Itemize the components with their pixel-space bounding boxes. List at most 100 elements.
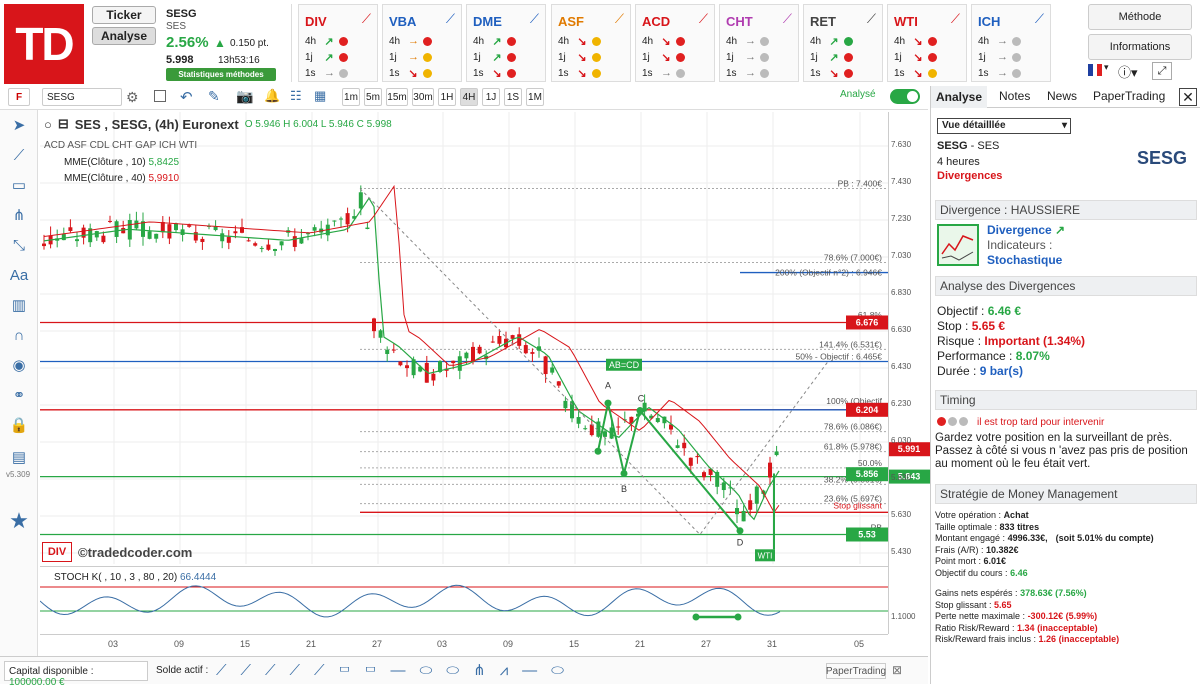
strip-div[interactable]: DIV ⟋ 4h ↗ 1j ↗ 1s →	[298, 4, 378, 82]
duree-label: Durée :	[937, 364, 977, 378]
bell-icon[interactable]: 🔔	[264, 88, 281, 103]
bars-icon[interactable]: ▥	[11, 297, 27, 314]
app-logo[interactable]: TD	[4, 4, 84, 84]
duree-value: 9 bar(s)	[979, 364, 1024, 378]
trend-arrow-icon: ↗	[492, 36, 502, 48]
cursor-icon[interactable]: ➤	[12, 117, 26, 134]
mm2-value: -300.12€ (5.99%)	[1027, 611, 1098, 621]
layout-icon[interactable]: ▦	[314, 88, 327, 103]
candle	[675, 445, 680, 448]
stochastic-panel[interactable]	[40, 566, 888, 634]
rectangle-icon[interactable]: ▭	[11, 177, 27, 194]
tab-notes[interactable]: Notes	[999, 89, 1031, 103]
settings-gear-icon[interactable]: ⚙	[126, 89, 139, 105]
price-badge	[846, 527, 888, 542]
analyse-toggle[interactable]	[890, 89, 920, 104]
path-icon[interactable]: ⤡	[12, 236, 25, 254]
camera-icon[interactable]: 📷	[236, 88, 254, 104]
strip-dme[interactable]: DME ⟋ 4h ↗ 1j ↗ 1s ↘	[466, 4, 546, 82]
fib-label: Stop glissant	[833, 500, 882, 510]
candle	[609, 427, 614, 439]
view-select[interactable]: Vue détailllée ▾	[937, 118, 1071, 134]
ticker-button[interactable]: Ticker	[92, 6, 156, 24]
chevron-down-icon[interactable]: ▾	[1104, 62, 1109, 72]
strip-chart-icon: ⟋	[950, 11, 960, 26]
candle	[398, 361, 403, 366]
symbol-input[interactable]: SESG	[42, 88, 122, 106]
strip-ich[interactable]: ICH ⟋ 4h → 1j → 1s →	[971, 4, 1051, 82]
strip-title: ICH	[978, 14, 1001, 29]
lock-icon[interactable]: 🔒	[9, 417, 29, 434]
minus-box-icon[interactable]: ⊟	[57, 116, 69, 131]
risque-label: Risque :	[937, 334, 982, 348]
strip-ret[interactable]: RET ⟋ 4h ↗ 1j ↗ 1s ↘	[803, 4, 883, 82]
price-badge	[888, 442, 930, 457]
quote-name: SES	[166, 21, 187, 32]
period-label: 1s	[305, 67, 316, 79]
undo-icon[interactable]: ↶	[180, 89, 193, 106]
timeframe-1m[interactable]: 1m	[342, 88, 360, 106]
drawing-presets[interactable]: ⟋⟋⟋⟋⟋▭▭—⬭⬭⋔⩘—⬭	[216, 662, 578, 679]
tab-analyse[interactable]: Analyse	[931, 86, 987, 108]
candle	[530, 352, 535, 354]
candle	[754, 486, 759, 504]
flag-fr-icon[interactable]	[1088, 64, 1103, 76]
strip-chart-icon: ⟋	[529, 11, 539, 26]
timeframe-4h[interactable]: 4H	[460, 88, 478, 106]
trendline-icon[interactable]: ⟋	[13, 146, 25, 164]
papertrading-button[interactable]: PaperTrading	[826, 663, 886, 679]
y-tick: 5.430	[891, 547, 912, 556]
help-icon[interactable]: ⓘ▾	[1118, 65, 1138, 80]
circle-icon[interactable]: ○	[44, 116, 52, 132]
calculator-icon[interactable]: ▤	[11, 449, 27, 466]
timeframe-30m[interactable]: 30m	[412, 88, 434, 106]
eye-icon[interactable]: ◉	[12, 357, 26, 374]
price-chart[interactable]: PB : 7.400€ 78.6% (7.000€) 200% (Objectif …	[40, 112, 930, 564]
star-icon[interactable]: ★	[9, 508, 29, 533]
magnet-icon[interactable]: ∩	[13, 326, 25, 344]
link-icon[interactable]: ⚭	[12, 387, 26, 404]
methode-button[interactable]: Méthode	[1088, 4, 1192, 30]
tab-news[interactable]: News	[1047, 89, 1078, 103]
strip-cht[interactable]: CHT ⟋ 4h → 1j → 1s →	[719, 4, 799, 82]
light-grey	[959, 417, 968, 426]
abcd-badge	[606, 358, 642, 371]
fork-icon[interactable]: ⋔	[12, 207, 26, 224]
close-icon[interactable]: ⊠	[892, 663, 903, 677]
strip-acd[interactable]: ACD ⟋ 4h ↘ 1j ↘ 1s →	[635, 4, 715, 82]
square-icon[interactable]	[154, 90, 166, 102]
timeframe-1h[interactable]: 1H	[438, 88, 456, 106]
mm-value: 6.01€	[983, 556, 1007, 566]
informations-button[interactable]: Informations	[1088, 34, 1192, 60]
methods-line[interactable]: ACD ASF CDL CHT GAP ICH WTI	[44, 140, 198, 151]
strip-vba[interactable]: VBA ⟋ 4h → 1j → 1s ↘	[382, 4, 462, 82]
favorites-button[interactable]: F	[8, 88, 30, 106]
strip-asf[interactable]: ASF ⟋ 4h ↘ 1j ↘ 1s ↘	[551, 4, 631, 82]
strip-title: ACD	[642, 14, 671, 29]
timeframe-1s[interactable]: 1S	[504, 88, 522, 106]
timeframe-1m[interactable]: 1M	[526, 88, 544, 106]
analyse-button[interactable]: Analyse	[92, 27, 156, 45]
x-axis: 03 09 15 21 27 03 09 15 21 27 31 05	[40, 634, 888, 654]
div-badge[interactable]: DIV	[42, 542, 72, 562]
tab-papertrading[interactable]: PaperTrading	[1093, 89, 1166, 103]
candle	[411, 359, 416, 376]
quote-symbol: SESG	[166, 8, 197, 20]
timeframe-5m[interactable]: 5m	[364, 88, 382, 106]
strip-wti[interactable]: WTI ⟋ 4h ↘ 1j ↘ 1s ↘	[887, 4, 967, 82]
methods-badge[interactable]: Statistiques méthodes	[166, 68, 276, 81]
close-panel-icon[interactable]: ✕	[1179, 88, 1197, 106]
stoch-legend: STOCH K( , 10 , 3 , 80 , 20) 66.4444	[54, 572, 216, 583]
mm2-row: Risk/Reward frais inclus : 1.26 (inaccep…	[935, 634, 1119, 644]
pen-icon[interactable]: ✎	[208, 88, 220, 104]
sliders-icon[interactable]: ☷	[290, 88, 302, 103]
divergence-link[interactable]: Divergence ↗	[987, 223, 1065, 237]
fullscreen-icon[interactable]: ⤢	[1152, 62, 1172, 80]
text-icon[interactable]: Aa	[9, 266, 29, 284]
candle	[352, 216, 357, 219]
timeframe-15m[interactable]: 15m	[386, 88, 408, 106]
timeframe-1j[interactable]: 1J	[482, 88, 500, 106]
panel-hours: 4 heures	[937, 156, 980, 168]
panel-sym: SESG	[937, 140, 968, 152]
candle	[246, 240, 251, 242]
